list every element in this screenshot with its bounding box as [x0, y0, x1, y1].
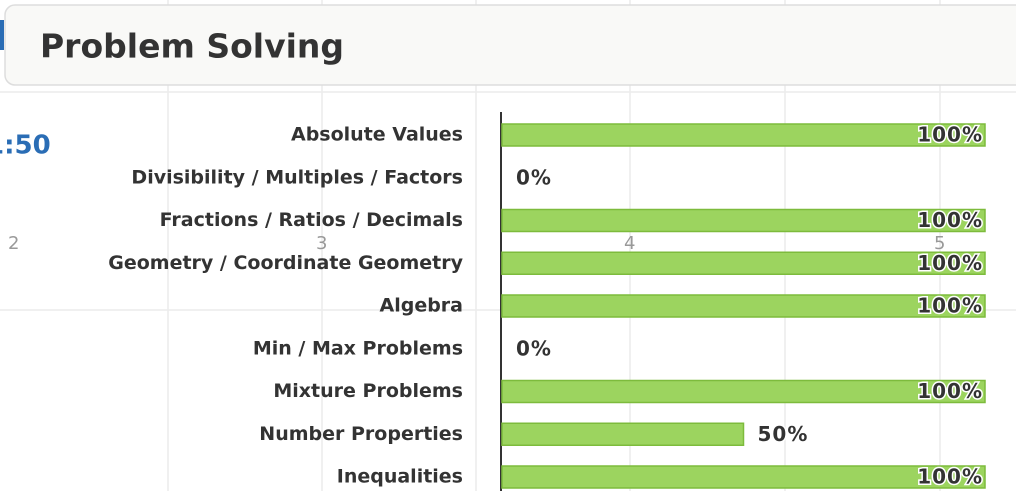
category-label: Mixture Problems	[273, 380, 463, 402]
value-label: 100%	[917, 294, 983, 318]
value-label: 100%	[917, 123, 983, 147]
value-label: 100%	[917, 251, 983, 275]
value-label: 0%	[516, 165, 552, 189]
bar	[501, 422, 745, 446]
axis-label: 4	[624, 233, 635, 254]
value-label: 100%	[917, 379, 983, 403]
bar	[501, 379, 986, 404]
axis-label: 2	[8, 233, 19, 254]
value-label: 100%	[917, 465, 983, 489]
category-label: Geometry / Coordinate Geometry	[108, 252, 463, 274]
category-label: Algebra	[380, 295, 464, 317]
category-label: Absolute Values	[291, 124, 463, 146]
axis-label: 5	[934, 233, 945, 254]
bar	[501, 123, 986, 147]
axis-label: 3	[316, 233, 327, 254]
bar	[501, 294, 986, 318]
bar	[501, 251, 986, 275]
value-label: 50%	[758, 422, 809, 446]
title-card	[4, 4, 1016, 86]
category-label: Inequalities	[337, 466, 463, 488]
category-label: Min / Max Problems	[253, 337, 463, 359]
category-label: Fractions / Ratios / Decimals	[160, 209, 463, 231]
category-label: Divisibility / Multiples / Factors	[131, 166, 463, 188]
chart-title: Problem Solving	[40, 27, 344, 66]
value-label: 100%	[917, 208, 983, 232]
value-label: 0%	[516, 336, 552, 360]
timer: 1:50	[0, 131, 51, 161]
tab-edge	[0, 20, 4, 50]
category-label: Number Properties	[259, 423, 463, 445]
bar	[501, 465, 986, 489]
bar	[501, 208, 986, 233]
